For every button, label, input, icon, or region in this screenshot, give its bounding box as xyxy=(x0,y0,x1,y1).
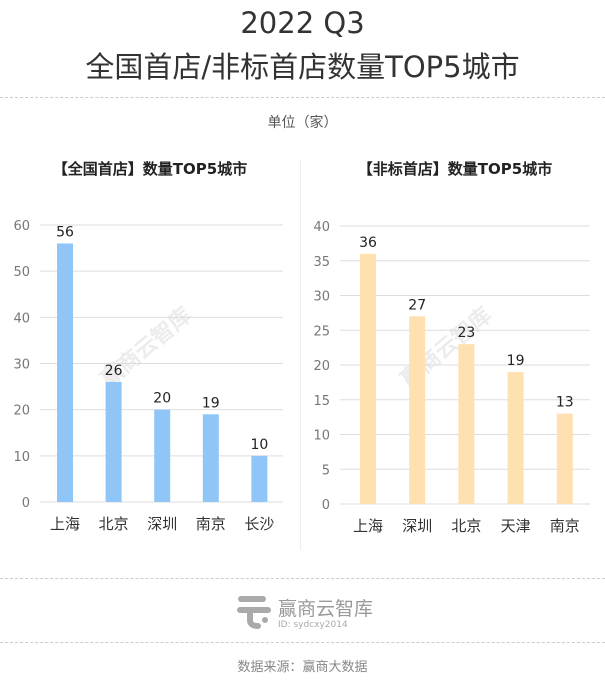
divider xyxy=(0,97,605,98)
logo-name: 赢商云智库 xyxy=(278,598,374,620)
x-tick-label: 深圳 xyxy=(147,515,177,533)
chart-separator xyxy=(300,160,301,550)
bar xyxy=(409,316,426,504)
bar xyxy=(458,344,475,504)
y-tick-label: 40 xyxy=(13,311,30,326)
x-tick-label: 天津 xyxy=(501,517,531,535)
y-tick-label: 0 xyxy=(22,496,30,511)
data-source: 数据来源：赢商大数据 xyxy=(237,660,368,675)
divider xyxy=(0,642,605,643)
y-tick-label: 20 xyxy=(13,404,30,419)
x-tick-label: 长沙 xyxy=(244,515,274,533)
x-tick-label: 北京 xyxy=(451,517,481,535)
y-tick-label: 60 xyxy=(13,219,30,234)
y-tick-label: 35 xyxy=(313,255,330,270)
data-label: 19 xyxy=(507,353,525,369)
data-label: 10 xyxy=(250,437,268,453)
chart1-title: 【全国首店】数量TOP5城市 xyxy=(52,160,248,178)
x-tick-label: 深圳 xyxy=(402,517,432,535)
x-tick-label: 上海 xyxy=(50,515,80,533)
y-tick-label: 10 xyxy=(13,450,30,465)
x-tick-label: 上海 xyxy=(353,517,383,535)
x-tick-label: 南京 xyxy=(196,515,226,533)
y-tick-label: 15 xyxy=(313,394,330,409)
data-label: 36 xyxy=(359,235,377,251)
y-tick-label: 0 xyxy=(322,498,330,513)
y-tick-label: 30 xyxy=(313,290,330,305)
data-label: 20 xyxy=(153,391,171,407)
data-label: 26 xyxy=(105,363,123,379)
chart2-title: 【非标首店】数量TOP5城市 xyxy=(357,160,553,178)
y-tick-label: 40 xyxy=(313,220,330,235)
x-tick-label: 南京 xyxy=(550,517,580,535)
y-tick-label: 30 xyxy=(13,358,30,373)
data-label: 27 xyxy=(408,297,426,313)
y-tick-label: 10 xyxy=(313,429,330,444)
bar xyxy=(202,414,219,502)
data-label: 19 xyxy=(202,395,220,411)
y-tick-label: 5 xyxy=(322,463,330,478)
data-label: 13 xyxy=(556,395,574,411)
x-tick-label: 北京 xyxy=(99,515,129,533)
y-tick-label: 20 xyxy=(313,359,330,374)
bar xyxy=(105,381,122,502)
bar xyxy=(360,253,376,504)
unit-label: 单位（家） xyxy=(267,115,338,131)
bar xyxy=(251,455,268,502)
divider xyxy=(0,578,605,579)
bar xyxy=(556,413,573,504)
y-tick-label: 25 xyxy=(313,324,330,339)
logo-id: ID: sydcxy2014 xyxy=(278,620,348,630)
title-line2: 全国首店/非标首店数量TOP5城市 xyxy=(85,50,520,84)
bar xyxy=(57,243,73,502)
bar xyxy=(507,371,524,504)
data-label: 23 xyxy=(457,325,475,341)
y-tick-label: 50 xyxy=(13,265,30,280)
bar xyxy=(154,409,171,502)
data-label: 56 xyxy=(56,224,74,240)
title-line1: 2022 Q3 xyxy=(240,6,365,40)
